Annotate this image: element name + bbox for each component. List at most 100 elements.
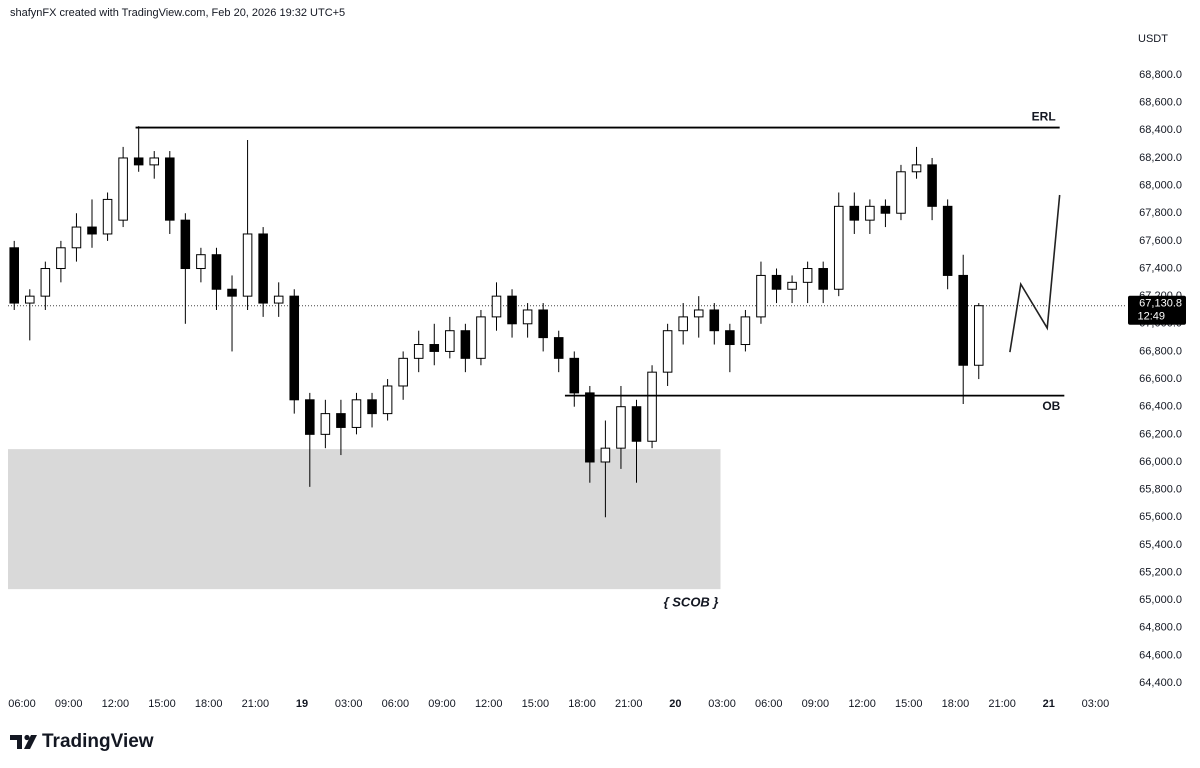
candle-body (647, 371, 657, 442)
candle-body (25, 295, 35, 304)
plot-area (8, 126, 1125, 590)
candle-body (662, 330, 673, 373)
x-tick-label: 03:00 (708, 698, 736, 710)
candle-body (289, 295, 300, 401)
candle-body (413, 344, 424, 359)
x-tick-label: 06:00 (755, 698, 783, 710)
candle-body (553, 337, 564, 359)
candle-body (9, 247, 20, 304)
candle-body (600, 447, 611, 463)
x-tick-label: 03:00 (1082, 698, 1110, 710)
x-tick-label: 18:00 (942, 698, 970, 710)
x-tick-label: 21:00 (988, 698, 1016, 710)
x-tick-label: 12:00 (848, 698, 876, 710)
currency: USDT (1138, 33, 1168, 45)
candle-body (476, 316, 486, 359)
y-tick-label: 68,400.0 (1139, 124, 1182, 136)
y-tick-label: 65,800.0 (1139, 484, 1182, 496)
candle-body (320, 413, 331, 435)
y-tick-label: 64,800.0 (1139, 622, 1182, 634)
candle-body (865, 205, 875, 221)
candle-body (538, 309, 548, 339)
scob-label: { SCOB } (664, 595, 719, 610)
candle-body (896, 171, 906, 214)
candle-body (787, 281, 797, 290)
candle-body (258, 233, 268, 304)
x-tick-label: 09:00 (55, 698, 83, 710)
x-tick-label: 15:00 (895, 698, 923, 710)
candle-body (833, 205, 844, 290)
header: shafynFX created with TradingView.com, F… (10, 7, 345, 19)
candle-body (942, 205, 953, 276)
x-tick-label: 06:00 (8, 698, 36, 710)
x-tick-label: 09:00 (428, 698, 456, 710)
x-tick-label: 18:00 (568, 698, 596, 710)
candle-body (507, 295, 517, 325)
candle-body (149, 157, 160, 166)
candle-body (429, 344, 440, 352)
candle-body (709, 309, 720, 332)
y-tick-label: 66,400.0 (1139, 401, 1182, 413)
y-tick-label: 65,600.0 (1139, 511, 1182, 523)
level-label: ERL (1032, 110, 1056, 124)
candle-body (849, 205, 860, 221)
x-tick-label: 21 (1043, 698, 1055, 710)
candle-body (725, 330, 735, 346)
candle-body (740, 316, 751, 346)
candle-body (880, 205, 891, 214)
x-tick-label: 09:00 (802, 698, 830, 710)
x-tick-label: 21:00 (242, 698, 270, 710)
y-tick-label: 68,000.0 (1139, 180, 1182, 192)
projection-line (1009, 194, 1061, 353)
candle-body (242, 233, 253, 297)
y-tick-label: 64,600.0 (1139, 649, 1182, 661)
candle-body (40, 268, 51, 297)
candle-body (367, 399, 377, 415)
candle-body (678, 316, 688, 332)
candle-body (133, 157, 144, 166)
countdown-label: 12:49 (1137, 311, 1165, 323)
candle-body (71, 226, 82, 249)
candle-body (802, 268, 813, 283)
x-tick-label: 18:00 (195, 698, 223, 710)
x-tick-label: 19 (296, 698, 308, 710)
last-price-box (1128, 295, 1186, 325)
candle-body (398, 357, 408, 387)
x-tick-label: 15:00 (522, 698, 550, 710)
candle-body (445, 330, 455, 352)
x-tick-label: 03:00 (335, 698, 363, 710)
candle-body (87, 226, 97, 235)
candle-body (305, 399, 315, 435)
candle-body (336, 413, 346, 428)
x-tick-label: 21:00 (615, 698, 643, 710)
y-tick-label: 67,400.0 (1139, 262, 1182, 274)
candle-body (56, 247, 66, 270)
last-price-label: 67,130.8 (1139, 298, 1182, 310)
candle-body (165, 157, 175, 221)
y-tick-label: 64,400.0 (1139, 677, 1182, 689)
candle-body (771, 274, 782, 290)
candle-body (973, 305, 984, 366)
x-tick-label: 20 (669, 698, 681, 710)
candle-body (756, 274, 766, 318)
y-tick-label: 66,600.0 (1139, 373, 1182, 385)
candle-body (491, 295, 502, 318)
candle-body (927, 164, 937, 207)
y-tick-label: 66,200.0 (1139, 428, 1182, 440)
y-tick-label: 67,600.0 (1139, 235, 1182, 247)
x-tick-label: 12:00 (475, 698, 503, 710)
y-tick-label: 66,000.0 (1139, 456, 1182, 468)
candle-body (273, 295, 284, 304)
candle-body (211, 254, 222, 290)
candle-body (180, 219, 191, 270)
scob-zone (8, 449, 721, 590)
candle-body (958, 274, 968, 366)
y-tick-label: 65,200.0 (1139, 566, 1182, 578)
y-tick-label: 68,200.0 (1139, 152, 1182, 164)
y-tick-label: 68,800.0 (1139, 69, 1182, 81)
y-tick-label: 65,400.0 (1139, 539, 1182, 551)
brand: TradingView (42, 731, 154, 752)
candle-body (569, 357, 580, 394)
